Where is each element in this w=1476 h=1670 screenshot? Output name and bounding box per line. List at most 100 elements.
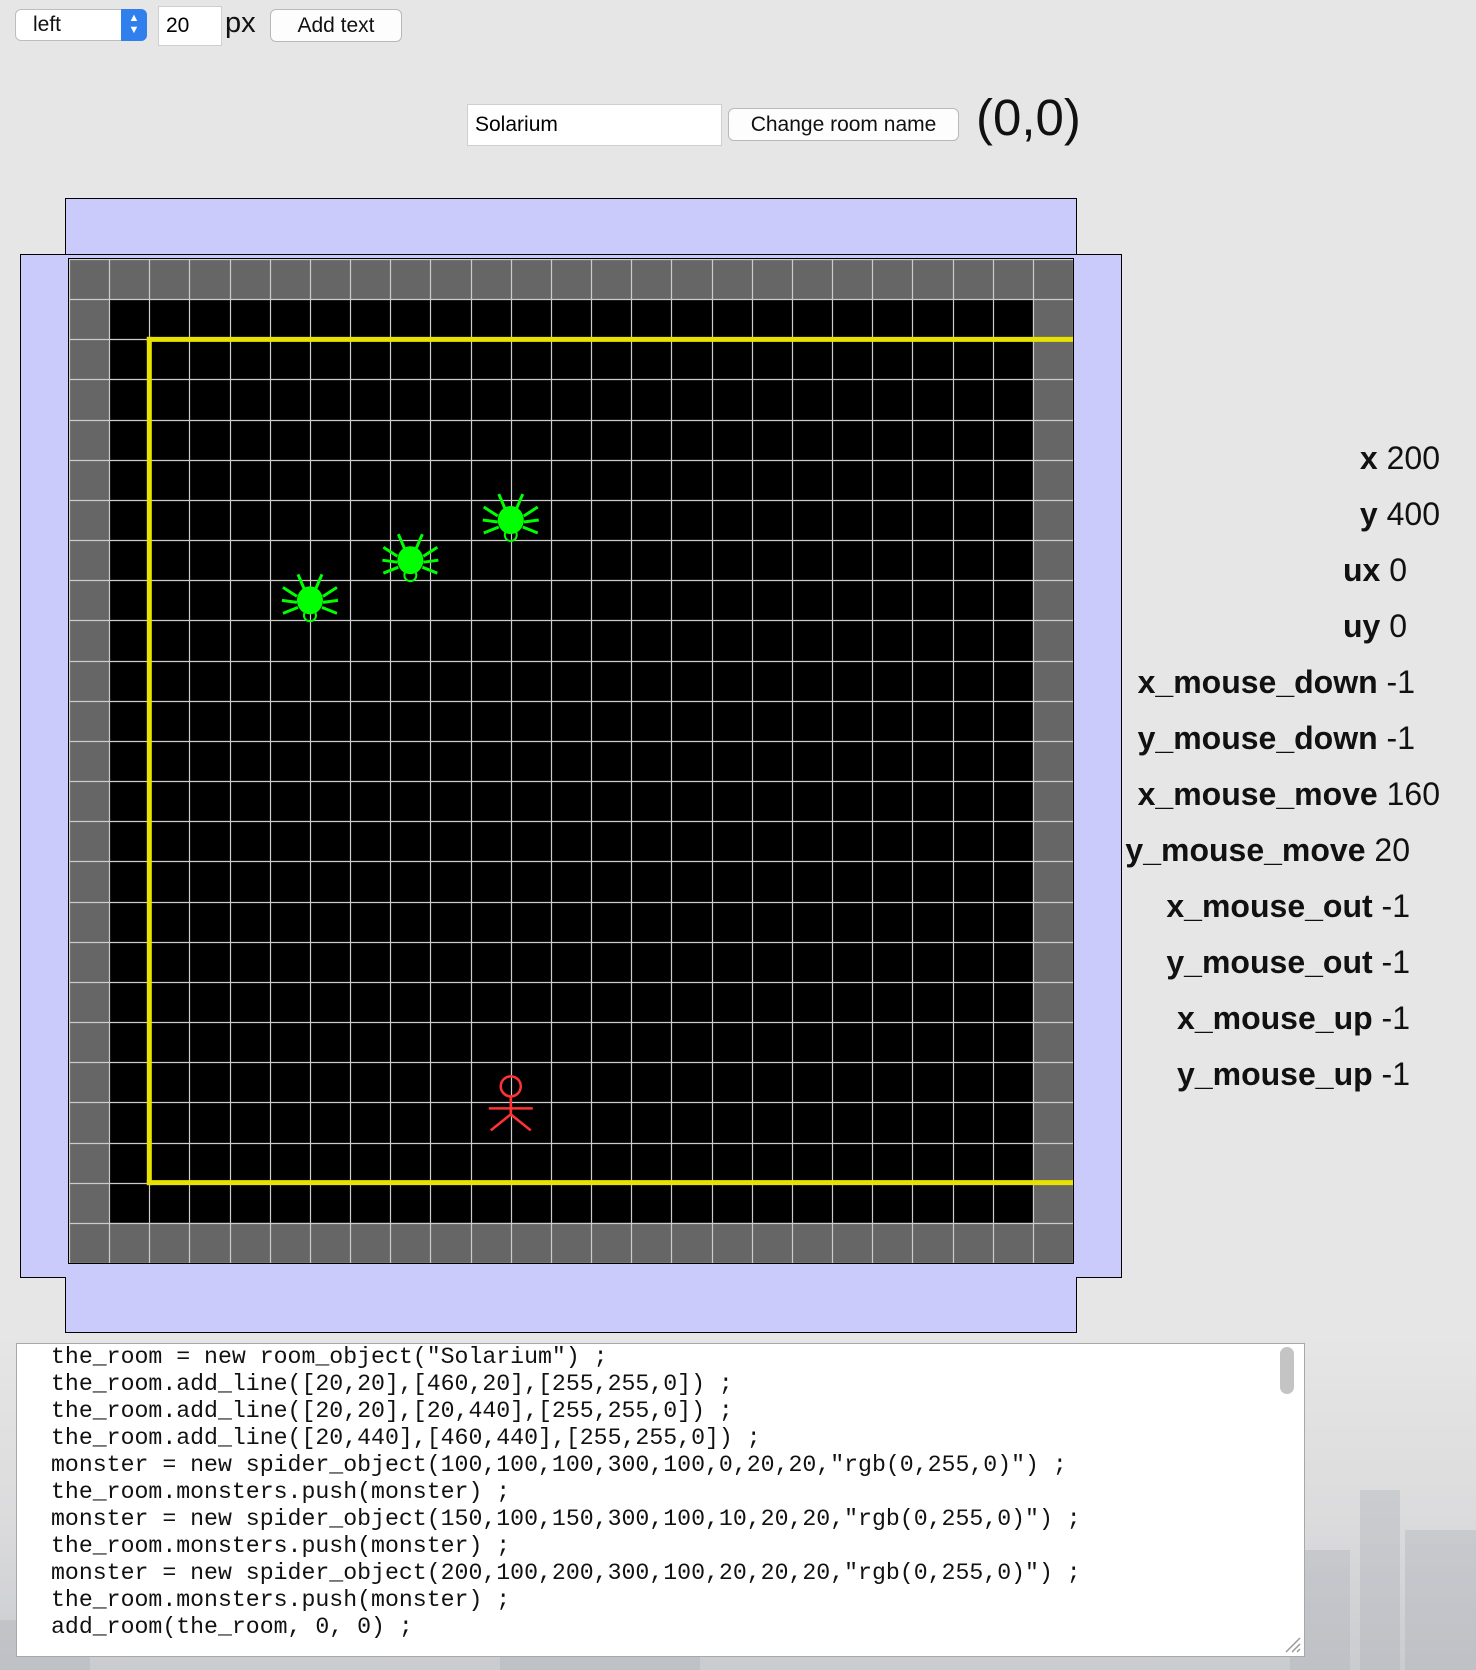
code-line: the_room.add_line([20,20],[20,440],[255,… [51, 1398, 733, 1424]
stick-figure-icon [488, 1075, 533, 1132]
player [488, 1075, 533, 1132]
room-code-text[interactable]: the_room = new room_object("Solarium") ;… [17, 1344, 1304, 1641]
spider-leg [382, 565, 399, 575]
variable-name: uy [1342, 608, 1381, 644]
spider-leg [382, 558, 398, 564]
variable-value: -1 [1377, 664, 1415, 700]
variable-name: y_mouse_down [1137, 720, 1378, 756]
room-name-input[interactable] [467, 104, 722, 146]
spider-leg [483, 525, 500, 535]
room-map-canvas[interactable] [68, 258, 1074, 1264]
variable-value: -1 [1372, 944, 1410, 980]
code-line: the_room.add_line([20,440],[460,440],[25… [51, 1425, 761, 1451]
add-text-button[interactable]: Add text [270, 9, 402, 42]
variable-value: -1 [1372, 888, 1410, 924]
variable-name: y_mouse_move [1125, 832, 1366, 868]
variable-name: y_mouse_out [1166, 944, 1373, 980]
grid-cells [69, 259, 1073, 1263]
spider-leg [281, 598, 298, 604]
spider-leg [421, 565, 438, 575]
room-code-textarea[interactable]: the_room = new room_object("Solarium") ;… [16, 1343, 1305, 1657]
variable-y-mouse-down: y_mouse_down -1 [1138, 720, 1415, 760]
variable-x-mouse-move: x_mouse_move 160 [1138, 776, 1440, 816]
player-leg [489, 1113, 512, 1132]
variable-x-mouse-out: x_mouse_out -1 [1166, 888, 1410, 928]
code-line: add_room(the_room, 0, 0) ; [51, 1614, 413, 1640]
variable-uy: uy 0 [1343, 608, 1407, 648]
variable-value: 20 [1365, 832, 1410, 868]
change-room-name-button[interactable]: Change room name [728, 108, 959, 141]
chevron-updown-icon[interactable]: ▲ ▼ [121, 9, 147, 41]
spider-leg [322, 598, 339, 604]
variable-name: x_mouse_move [1137, 776, 1378, 812]
code-line: the_room.monsters.push(monster) ; [51, 1533, 511, 1559]
variable-value: -1 [1377, 720, 1415, 756]
variable-y-mouse-out: y_mouse_out -1 [1166, 944, 1410, 984]
spider-leg [282, 586, 298, 598]
pan-up-pane[interactable] [65, 198, 1077, 256]
spider-icon [281, 573, 339, 623]
variable-y: y 400 [1360, 496, 1440, 536]
variable-x-mouse-up: x_mouse_up -1 [1177, 1000, 1410, 1040]
variable-name: y_mouse_up [1177, 1056, 1373, 1092]
variable-value: -1 [1372, 1000, 1410, 1036]
size-unit-label: px [225, 7, 256, 39]
code-line: the_room.add_line([20,20],[460,20],[255,… [51, 1371, 733, 1397]
spider-monsters [281, 493, 539, 623]
variable-y-mouse-up: y_mouse_up -1 [1177, 1056, 1410, 1096]
textarea-scrollbar[interactable] [1280, 1347, 1294, 1394]
variable-name: y [1359, 496, 1378, 532]
variable-ux: ux 0 [1343, 552, 1407, 592]
variable-value: -1 [1372, 1056, 1410, 1092]
code-line: monster = new spider_object(200,100,200,… [51, 1560, 1081, 1586]
code-line: the_room.monsters.push(monster) ; [51, 1587, 511, 1613]
spider-leg [422, 545, 439, 558]
player-leg [509, 1113, 532, 1132]
spider-leg [482, 518, 498, 524]
spider-body [497, 506, 524, 535]
pan-down-pane[interactable] [65, 1277, 1077, 1333]
variable-y-mouse-move: y_mouse_move 20 [1125, 832, 1410, 872]
spider-leg [321, 605, 338, 615]
variable-name: x_mouse_up [1177, 1000, 1373, 1036]
variable-value: 0 [1380, 608, 1407, 644]
spider-head [302, 608, 317, 623]
spider-leg [523, 518, 539, 524]
spider-leg [482, 505, 499, 518]
code-line: the_room = new room_object("Solarium") ; [51, 1344, 608, 1370]
font-size-input[interactable] [158, 6, 222, 46]
spider-head [503, 528, 518, 543]
spider-leg [423, 558, 439, 564]
variable-name: ux [1342, 552, 1381, 588]
floor-area [109, 299, 1033, 1223]
spider-leg [382, 545, 399, 558]
spider-leg [515, 493, 525, 509]
align-select-value: left [33, 13, 62, 36]
spider-icon [382, 533, 439, 583]
variable-x: x 200 [1360, 440, 1440, 480]
spider-leg [322, 586, 338, 598]
variable-value: 0 [1380, 552, 1407, 588]
spider-head [403, 568, 418, 583]
spider-leg [497, 493, 507, 509]
spider-leg [522, 505, 539, 518]
spider-leg [396, 533, 406, 549]
variable-x-mouse-down: x_mouse_down -1 [1138, 664, 1415, 704]
code-line: the_room.monsters.push(monster) ; [51, 1479, 511, 1505]
variable-name: x_mouse_down [1137, 664, 1378, 700]
spider-leg [296, 573, 306, 589]
code-line: monster = new spider_object(100,100,100,… [51, 1452, 1067, 1478]
spider-icon [482, 493, 539, 543]
variable-name: x [1359, 440, 1378, 476]
spider-leg [282, 605, 299, 615]
spider-body [296, 586, 323, 615]
variable-value: 160 [1377, 776, 1440, 812]
room-walls [146, 336, 1073, 1186]
room-coordinates: (0,0) [976, 89, 1081, 146]
spider-body [397, 546, 424, 575]
spider-leg [314, 573, 324, 589]
spider-leg [414, 533, 424, 549]
variable-value: 400 [1377, 496, 1440, 532]
align-select[interactable]: left ▲ ▼ [15, 9, 147, 41]
resize-handle-icon[interactable] [1282, 1634, 1302, 1654]
